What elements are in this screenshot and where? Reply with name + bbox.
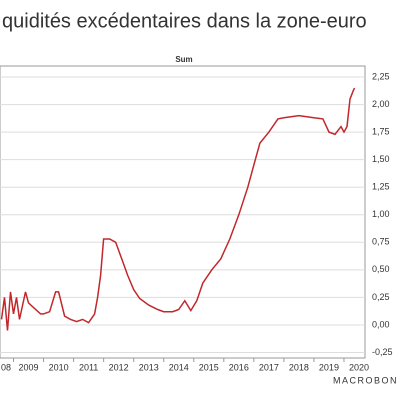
x-tick-label: 2013 — [139, 362, 159, 372]
y-tick-label: 0,00 — [372, 319, 390, 329]
x-tick-label: 2019 — [319, 362, 339, 372]
y-tick-label: 2,00 — [372, 99, 390, 109]
y-tick-label: 1,75 — [372, 126, 390, 136]
source: MACROBON — [333, 375, 398, 385]
y-tick-label: 0,75 — [372, 237, 390, 247]
x-tick-label: 2017 — [259, 362, 279, 372]
y-tick-label: 1,50 — [372, 154, 390, 164]
chart-subtitle: Sum — [175, 55, 192, 64]
x-tick-label: 2020 — [349, 362, 369, 372]
x-tick-label: 2009 — [19, 362, 39, 372]
x-tick-label: 2016 — [229, 362, 249, 372]
y-tick-label: 0,50 — [372, 264, 390, 274]
y-tick-label: 1,00 — [372, 209, 390, 219]
plot-frame — [0, 65, 366, 359]
y-tick-label: 2,25 — [372, 71, 390, 81]
x-tick-label: 2018 — [289, 362, 309, 372]
y-tick-label: 0,25 — [372, 292, 390, 302]
x-tick-label: 2015 — [199, 362, 219, 372]
y-tick-label: 1,25 — [372, 182, 390, 192]
x-tick-label: 2014 — [169, 362, 189, 372]
line-series — [0, 87, 356, 331]
x-tick-label: 2012 — [109, 362, 129, 372]
chart-title: quidités excédentaires dans la zone-euro — [2, 10, 367, 32]
y-tick-label: -0,25 — [372, 347, 393, 357]
x-tick-label: 2010 — [49, 362, 69, 372]
x-tick-label: 08 — [1, 362, 11, 372]
x-tick-label: 2011 — [79, 362, 98, 372]
